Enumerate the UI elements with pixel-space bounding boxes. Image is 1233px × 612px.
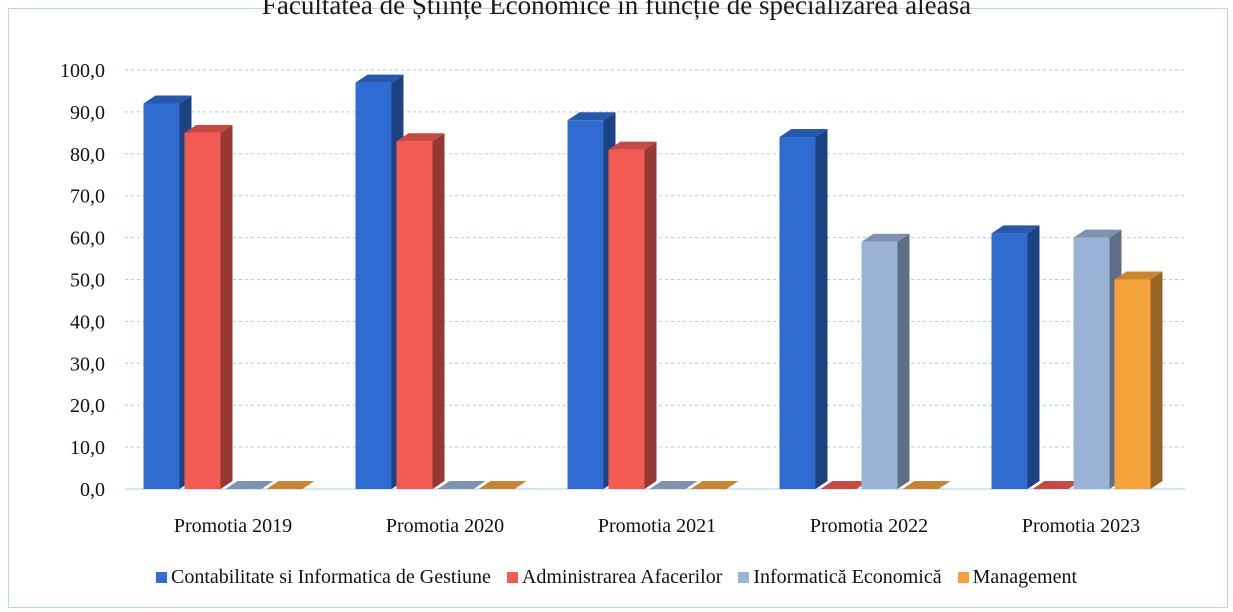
bar-top: [861, 233, 910, 242]
bar: [225, 481, 274, 489]
bar: [902, 481, 951, 489]
y-tick-label: 0,0: [80, 479, 105, 501]
bar: [355, 74, 404, 489]
x-tick-label: Promotia 2022: [810, 515, 928, 537]
bar-top: [396, 133, 445, 142]
bar-side: [1150, 271, 1163, 489]
bar-top: [225, 481, 274, 489]
bar-front: [396, 141, 433, 490]
bar-front: [143, 103, 180, 490]
legend-label: Management: [972, 566, 1078, 588]
bar: [649, 481, 698, 489]
legend-swatch: [506, 572, 518, 583]
bar-side: [432, 133, 445, 490]
bar-top: [608, 141, 657, 150]
bar-top: [1114, 271, 1163, 280]
legend-swatch: [155, 572, 167, 583]
bar: [437, 481, 486, 489]
legend-item: Informatică Economică: [738, 566, 942, 589]
bar-top: [1073, 229, 1122, 238]
y-tick-label: 70,0: [70, 186, 105, 208]
y-tick-label: 10,0: [70, 437, 105, 459]
legend-item: Contabilitate si Informatica de Gestiune: [155, 566, 491, 589]
chart-frame: [8, 8, 1228, 608]
bar: [1073, 229, 1122, 489]
bar-top: [820, 481, 869, 489]
bar-front: [567, 120, 604, 489]
bar-side: [897, 233, 910, 489]
y-tick-label: 60,0: [70, 228, 105, 250]
bar-side: [815, 129, 828, 490]
bar: [567, 112, 616, 489]
bar-front: [991, 233, 1028, 489]
y-tick-label: 40,0: [70, 311, 105, 333]
chart-title: Facultatea de Științe Economice în funcț…: [261, 0, 972, 20]
y-tick-label: 80,0: [70, 144, 105, 166]
y-tick-label: 30,0: [70, 353, 105, 375]
bar-side: [644, 141, 657, 490]
bar-front: [779, 137, 816, 490]
bar: [820, 481, 869, 489]
bar-top: [567, 112, 616, 121]
y-tick-label: 90,0: [70, 102, 105, 124]
bar: [991, 225, 1040, 489]
bar-front: [608, 149, 645, 490]
legend-label: Informatică Economică: [753, 566, 942, 588]
bar: [690, 481, 739, 489]
legend: Contabilitate si Informatica de Gestiune…: [0, 566, 1233, 589]
bar-top: [184, 124, 233, 133]
bar-top: [266, 481, 315, 489]
legend-swatch: [738, 572, 750, 583]
legend-label: Administrarea Afacerilor: [521, 566, 723, 588]
bar: [1032, 481, 1081, 489]
bar: [266, 481, 315, 489]
bar: [478, 481, 527, 489]
bar-side: [220, 124, 233, 489]
legend-item: Management: [957, 566, 1078, 589]
bar-top: [143, 95, 192, 104]
y-tick-label: 50,0: [70, 270, 105, 292]
bar-top: [991, 225, 1040, 234]
bar-front: [1114, 279, 1151, 489]
y-tick-label: 100,0: [60, 60, 105, 82]
x-tick-label: Promotia 2019: [174, 515, 292, 537]
bar-front: [861, 241, 898, 489]
bar: [396, 133, 445, 490]
bar-top: [437, 481, 486, 489]
legend-swatch: [957, 572, 969, 583]
bar-top: [355, 74, 404, 83]
legend-label: Contabilitate si Informatica de Gestiune: [170, 566, 491, 588]
bar: [1114, 271, 1163, 489]
bar: [861, 233, 910, 489]
bar-top: [478, 481, 527, 489]
bar-front: [355, 82, 392, 489]
bar-top: [779, 129, 828, 138]
y-tick-label: 20,0: [70, 395, 105, 417]
bar: [184, 124, 233, 489]
bar-top: [1032, 481, 1081, 489]
bar: [608, 141, 657, 490]
bar-top: [690, 481, 739, 489]
x-tick-label: Promotia 2020: [386, 515, 504, 537]
bar: [779, 129, 828, 490]
x-tick-label: Promotia 2021: [598, 515, 716, 537]
bar: [143, 95, 192, 490]
bar-side: [1027, 225, 1040, 489]
bar-front: [1073, 237, 1110, 489]
bar-top: [902, 481, 951, 489]
bar-front: [184, 132, 221, 489]
x-tick-label: Promotia 2023: [1022, 515, 1140, 537]
legend-item: Administrarea Afacerilor: [506, 566, 723, 589]
bar-top: [649, 481, 698, 489]
